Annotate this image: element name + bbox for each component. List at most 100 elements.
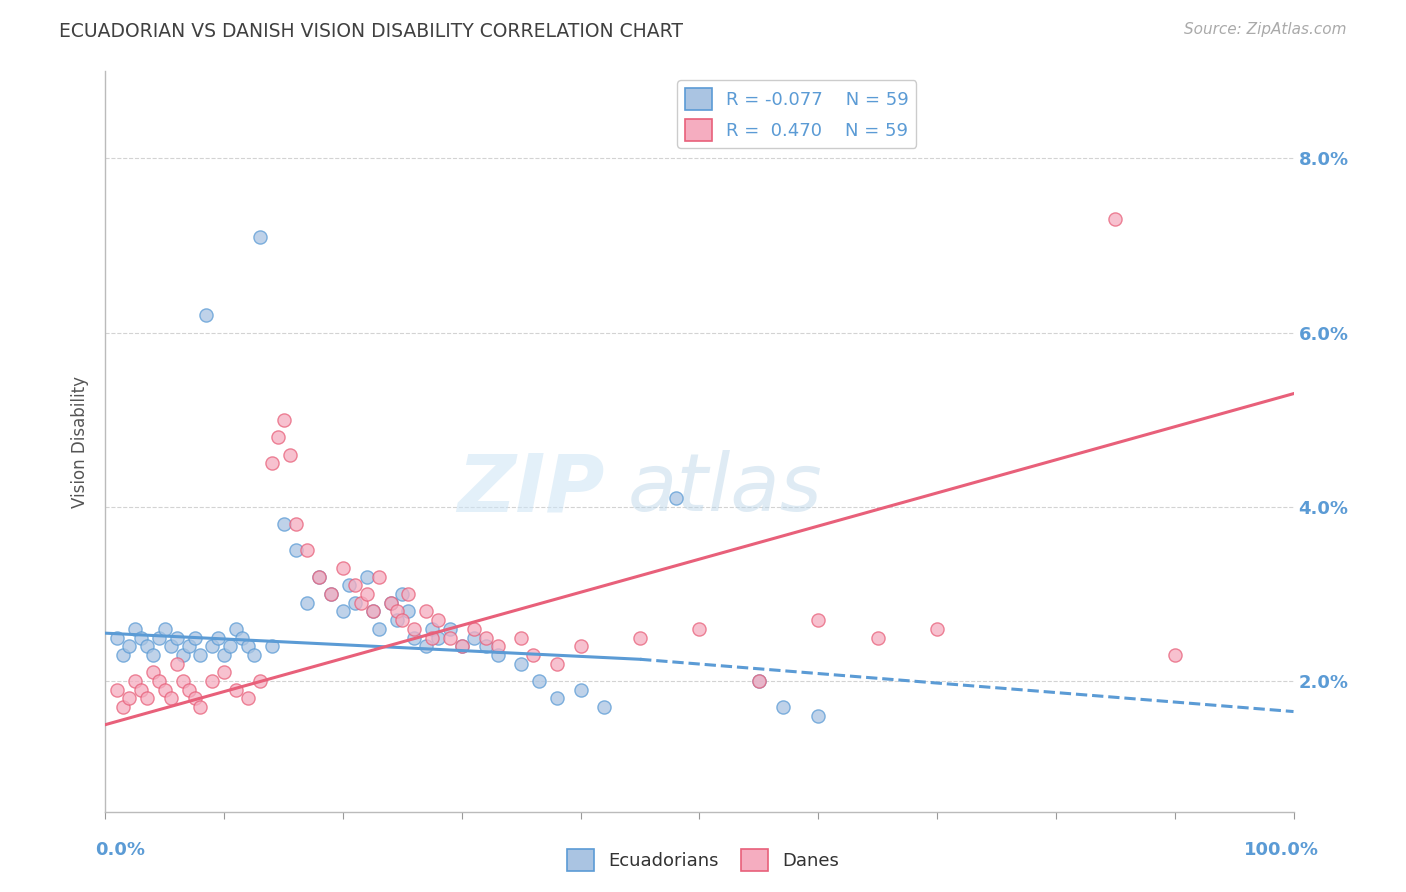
Text: Source: ZipAtlas.com: Source: ZipAtlas.com xyxy=(1184,22,1347,37)
Point xyxy=(148,631,170,645)
Point xyxy=(380,596,402,610)
Point xyxy=(284,517,307,532)
Point xyxy=(190,648,212,662)
Point xyxy=(166,657,188,671)
Point xyxy=(866,631,889,645)
Point xyxy=(136,639,159,653)
Point xyxy=(231,631,253,645)
Point xyxy=(463,631,485,645)
Point xyxy=(159,691,181,706)
Point xyxy=(404,622,426,636)
Point xyxy=(321,587,343,601)
Point xyxy=(391,587,413,601)
Point xyxy=(439,631,461,645)
Point xyxy=(118,691,141,706)
Point xyxy=(427,613,450,627)
Point xyxy=(172,648,194,662)
Point xyxy=(522,648,544,662)
Point xyxy=(925,622,948,636)
Point xyxy=(153,622,176,636)
Point xyxy=(177,682,200,697)
Legend: R = -0.077    N = 59, R =  0.470    N = 59: R = -0.077 N = 59, R = 0.470 N = 59 xyxy=(678,80,917,148)
Text: ZIP: ZIP xyxy=(457,450,605,528)
Point xyxy=(219,639,242,653)
Point xyxy=(201,674,224,689)
Point xyxy=(486,639,509,653)
Point xyxy=(297,596,319,610)
Point xyxy=(569,682,592,697)
Point xyxy=(278,448,301,462)
Point xyxy=(689,622,711,636)
Point xyxy=(105,682,128,697)
Point xyxy=(337,578,360,592)
Point xyxy=(420,631,443,645)
Point xyxy=(260,456,283,470)
Point xyxy=(112,700,135,714)
Point xyxy=(450,639,472,653)
Point xyxy=(153,682,176,697)
Point xyxy=(474,631,496,645)
Point xyxy=(748,674,770,689)
Point xyxy=(105,631,128,645)
Point xyxy=(273,517,295,532)
Text: 0.0%: 0.0% xyxy=(96,840,146,858)
Point xyxy=(420,622,443,636)
Point xyxy=(236,639,259,653)
Point xyxy=(172,674,194,689)
Point xyxy=(183,631,205,645)
Point xyxy=(807,709,830,723)
Point xyxy=(404,631,426,645)
Point xyxy=(427,631,450,645)
Point xyxy=(284,543,307,558)
Point xyxy=(190,700,212,714)
Point xyxy=(1164,648,1187,662)
Point xyxy=(474,639,496,653)
Point xyxy=(201,639,224,653)
Point xyxy=(463,622,485,636)
Point xyxy=(183,691,205,706)
Text: 100.0%: 100.0% xyxy=(1244,840,1319,858)
Point xyxy=(450,639,472,653)
Point xyxy=(236,691,259,706)
Point xyxy=(136,691,159,706)
Point xyxy=(546,657,568,671)
Point xyxy=(343,578,366,592)
Point xyxy=(361,604,384,618)
Point xyxy=(546,691,568,706)
Point xyxy=(343,596,366,610)
Point xyxy=(527,674,550,689)
Point xyxy=(159,639,181,653)
Point xyxy=(177,639,200,653)
Point xyxy=(396,587,419,601)
Point xyxy=(195,308,218,322)
Point xyxy=(249,674,271,689)
Point xyxy=(129,682,152,697)
Point xyxy=(142,665,165,680)
Point xyxy=(112,648,135,662)
Point xyxy=(243,648,266,662)
Point xyxy=(807,613,830,627)
Point xyxy=(665,491,688,505)
Point xyxy=(142,648,165,662)
Text: ECUADORIAN VS DANISH VISION DISABILITY CORRELATION CHART: ECUADORIAN VS DANISH VISION DISABILITY C… xyxy=(59,22,683,41)
Point xyxy=(308,569,330,583)
Point xyxy=(356,569,378,583)
Point xyxy=(321,587,343,601)
Point xyxy=(249,230,271,244)
Point xyxy=(415,639,437,653)
Point xyxy=(214,648,236,662)
Point xyxy=(510,631,533,645)
Point xyxy=(214,665,236,680)
Legend: Ecuadorians, Danes: Ecuadorians, Danes xyxy=(560,842,846,879)
Point xyxy=(385,613,408,627)
Point xyxy=(207,631,229,645)
Point xyxy=(308,569,330,583)
Point xyxy=(569,639,592,653)
Point xyxy=(350,596,373,610)
Point xyxy=(260,639,283,653)
Y-axis label: Vision Disability: Vision Disability xyxy=(72,376,90,508)
Point xyxy=(380,596,402,610)
Point xyxy=(385,604,408,618)
Point xyxy=(510,657,533,671)
Point xyxy=(129,631,152,645)
